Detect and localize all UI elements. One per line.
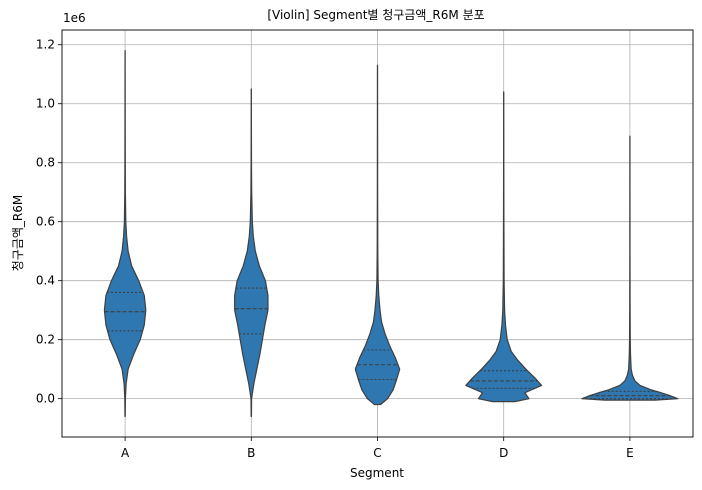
y-tick-label: 0.2	[36, 333, 55, 347]
violin-body-B	[234, 88, 269, 417]
y-tick-label: 1.2	[36, 38, 55, 52]
y-tick-label: 0.0	[36, 392, 55, 406]
violin-body-A	[103, 50, 147, 417]
y-tick-label: 0.8	[36, 156, 55, 170]
x-tick-label: B	[247, 446, 255, 460]
y-tick-label: 0.4	[36, 274, 55, 288]
y-axis-label: 청구금액_R6M	[11, 195, 25, 272]
x-tick-label: D	[499, 446, 508, 460]
x-axis: A B C D E	[121, 437, 634, 460]
violins-group	[103, 50, 679, 417]
y-tick-label: 0.6	[36, 215, 55, 229]
violin-body-E	[581, 135, 679, 401]
x-tick-label: E	[626, 446, 634, 460]
x-axis-label: Segment	[350, 466, 404, 480]
violin-body-C	[354, 64, 401, 406]
x-tick-label: A	[121, 446, 130, 460]
y-offset-label: 1e6	[63, 11, 86, 25]
violin-body-D	[465, 91, 543, 403]
chart-title: [Violin] Segment별 청구금액_R6M 분포	[267, 8, 484, 22]
y-tick-label: 1.0	[36, 97, 55, 111]
y-axis: 0.0 0.2 0.4 0.6 0.8 1.0 1.2	[36, 38, 62, 406]
x-tick-label: C	[373, 446, 381, 460]
